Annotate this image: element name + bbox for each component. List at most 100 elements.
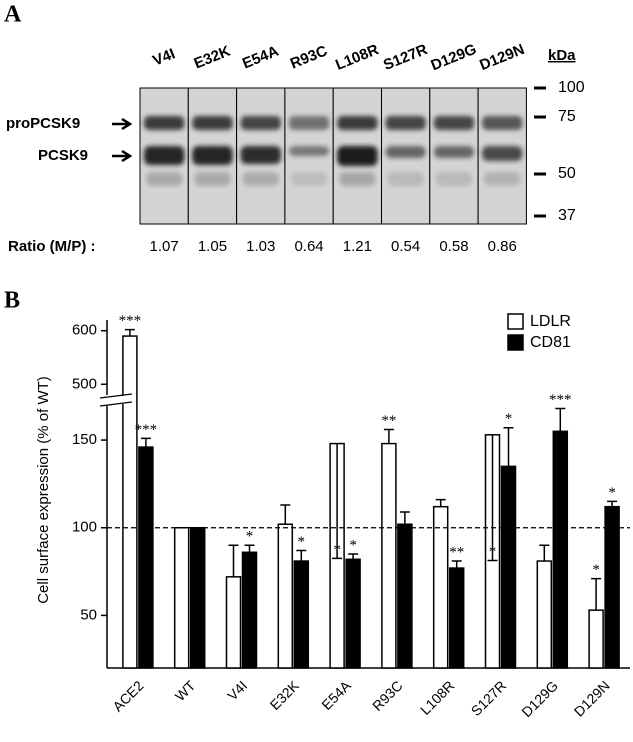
marker-label: 75 — [558, 108, 576, 125]
lane-label: R93C — [288, 42, 330, 72]
bar — [552, 430, 569, 669]
error-bar — [348, 553, 359, 560]
bar — [277, 523, 294, 669]
significance: ** — [381, 413, 396, 429]
band — [240, 146, 281, 164]
significance: *** — [135, 422, 158, 438]
marker-label: 100 — [558, 79, 585, 96]
error-bar — [140, 437, 151, 448]
x-tick-label: ACE2 — [109, 677, 146, 714]
bar — [138, 446, 154, 669]
significance: * — [246, 529, 254, 545]
ratio-value: 0.86 — [488, 238, 517, 255]
bar — [381, 442, 397, 669]
band — [144, 146, 185, 165]
bar — [500, 465, 517, 669]
y-tick-label: 50 — [80, 606, 97, 623]
band — [194, 172, 231, 186]
band — [337, 116, 378, 130]
y-tick-label: 500 — [72, 375, 97, 392]
lane-label: E54A — [240, 43, 281, 73]
y-tick-label: 150 — [72, 431, 97, 448]
error-bar — [555, 407, 566, 432]
y-tick-label: 600 — [72, 322, 97, 339]
error-bar — [399, 511, 410, 525]
error-bar — [296, 549, 307, 562]
ratio-value: 1.03 — [246, 238, 275, 255]
lane-label: D129G — [429, 41, 479, 75]
significance: * — [608, 485, 616, 501]
x-tick-label: WT — [172, 677, 199, 704]
band — [290, 172, 328, 186]
bar — [189, 526, 206, 669]
significance: * — [489, 544, 497, 560]
error-bar — [383, 428, 394, 444]
bar — [397, 523, 413, 669]
significance: * — [349, 537, 357, 553]
band — [144, 116, 185, 130]
error-bar — [228, 544, 239, 577]
error-bar — [244, 544, 255, 553]
bar — [604, 505, 620, 669]
x-tick-label: E32K — [267, 677, 303, 713]
band — [146, 172, 183, 186]
legend-swatch — [507, 313, 524, 330]
bar — [345, 558, 361, 669]
error-bar — [124, 328, 135, 337]
ratio-value: 1.07 — [150, 238, 179, 255]
bar — [293, 560, 310, 669]
ratio-value: 0.64 — [294, 238, 323, 255]
significance: ** — [449, 544, 464, 560]
band — [240, 116, 281, 130]
panel-label: A — [4, 2, 22, 28]
legend-label: CD81 — [530, 334, 571, 351]
lane-label: L108R — [333, 41, 381, 74]
band — [192, 116, 233, 130]
ratio-label: Ratio (M/P) : — [8, 238, 96, 255]
band — [192, 146, 233, 165]
error-bar — [435, 498, 446, 507]
panel-label: B — [4, 288, 20, 314]
error-bar — [539, 544, 550, 562]
axis-break — [99, 396, 133, 404]
error-bar — [607, 500, 618, 507]
y-axis-label: Cell surface expression (% of WT) — [35, 376, 52, 604]
significance: * — [592, 562, 600, 578]
band-arrow — [112, 117, 133, 163]
band — [435, 172, 473, 186]
band — [337, 146, 378, 166]
bar — [588, 609, 604, 669]
significance: * — [505, 411, 513, 427]
marker-label: 50 — [558, 165, 576, 182]
significance: * — [333, 542, 341, 558]
error-bar — [487, 434, 498, 562]
band — [288, 116, 330, 130]
error-bar — [332, 443, 343, 560]
x-tick-label: E54A — [318, 677, 354, 713]
band-label: proPCSK9 — [6, 115, 80, 132]
lane-label: S127R — [381, 41, 430, 74]
band — [433, 116, 475, 130]
error-bar — [280, 504, 291, 525]
bar — [173, 526, 190, 669]
y-tick-label: 100 — [72, 519, 97, 536]
legend-label: LDLR — [530, 313, 571, 330]
ratio-value: 0.54 — [391, 238, 420, 255]
blot: V4I 1.07 E32K 1.05 E54A 1.03 R93C 0.64 L108R 1.21… — [139, 41, 585, 255]
kda-label: kDa — [548, 47, 576, 64]
x-tick-label: S127R — [468, 677, 510, 719]
band — [385, 146, 426, 158]
band — [288, 146, 330, 156]
ratio-value: 1.21 — [343, 238, 372, 255]
band — [387, 172, 424, 186]
bar — [448, 567, 465, 669]
band — [482, 146, 523, 161]
lane-label: V4I — [150, 45, 177, 69]
lane-label: E32K — [192, 43, 233, 73]
significance: *** — [119, 313, 142, 329]
band — [242, 172, 279, 186]
bar — [536, 560, 553, 669]
marker-label: 37 — [558, 207, 576, 224]
